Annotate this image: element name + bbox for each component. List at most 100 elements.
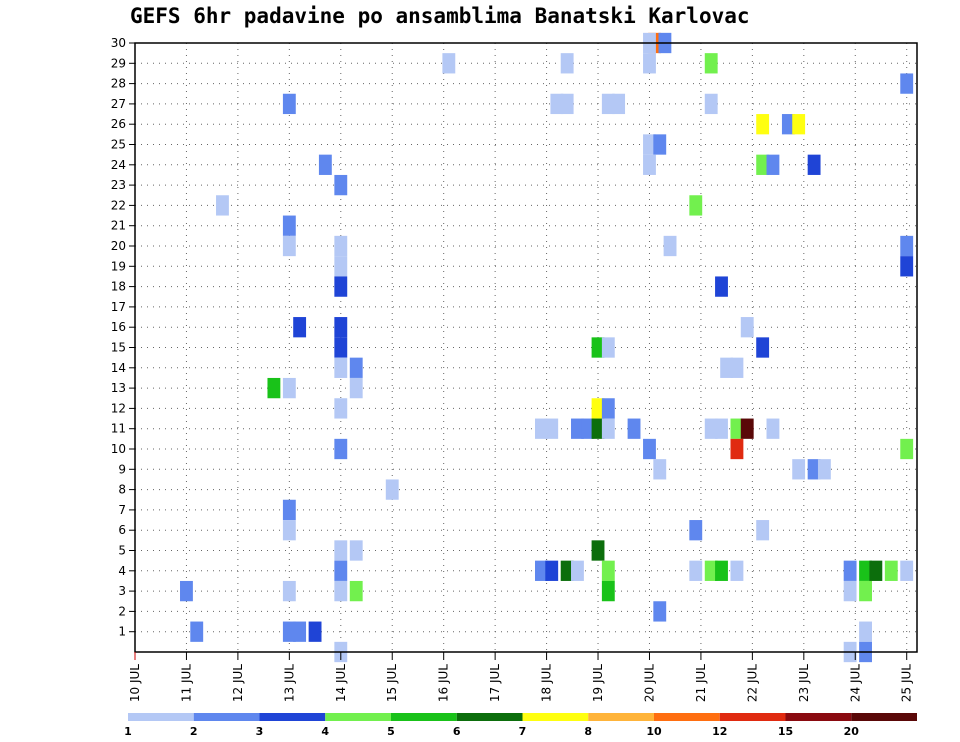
y-tick-label: 13 xyxy=(111,381,126,395)
precip-cell xyxy=(704,53,718,74)
precip-cell xyxy=(545,560,559,581)
x-tick-label: 12 JUL xyxy=(231,664,245,702)
precip-cell xyxy=(869,560,883,581)
precip-cell xyxy=(560,560,574,581)
precip-cell xyxy=(334,276,348,297)
precip-cell xyxy=(884,560,898,581)
precip-cell xyxy=(807,459,821,480)
precip-cell xyxy=(282,621,296,642)
y-tick-label: 21 xyxy=(111,219,126,233)
y-tick-label: 8 xyxy=(118,483,126,497)
precip-cell xyxy=(730,438,744,460)
x-tick-label: 19 JUL xyxy=(591,664,605,702)
x-tick-label: 23 JUL xyxy=(797,664,811,702)
precip-cell xyxy=(349,580,363,602)
precip-cell xyxy=(900,73,914,94)
x-tick-label: 22 JUL xyxy=(745,664,759,702)
y-tick-label: 25 xyxy=(111,138,126,152)
y-tick-label: 11 xyxy=(111,422,126,436)
precip-cell xyxy=(843,580,857,602)
y-tick-label: 23 xyxy=(111,178,126,192)
precip-cell xyxy=(653,134,667,155)
precip-cell xyxy=(581,418,595,439)
legend-swatch xyxy=(588,713,654,721)
precip-cell xyxy=(535,560,548,581)
precip-cell xyxy=(282,215,296,236)
precip-cell xyxy=(859,621,872,642)
precip-cell xyxy=(643,154,656,175)
y-tick-label: 20 xyxy=(111,239,126,253)
precip-cell xyxy=(293,317,307,338)
precip-cell xyxy=(601,398,615,419)
precip-cell xyxy=(601,418,615,439)
y-tick-label: 14 xyxy=(111,361,126,375)
precip-cell xyxy=(601,93,615,115)
y-tick-label: 2 xyxy=(118,604,126,618)
precip-cell xyxy=(349,357,363,378)
precip-cell xyxy=(334,580,348,602)
y-tick-label: 18 xyxy=(111,280,126,294)
precip-cell xyxy=(349,377,363,399)
y-tick-label: 15 xyxy=(111,341,126,355)
precip-cell xyxy=(334,398,348,419)
precip-cell xyxy=(715,418,728,439)
precip-cell xyxy=(689,520,703,541)
precip-cell xyxy=(859,560,872,581)
legend-label: 2 xyxy=(190,725,198,738)
y-tick-label: 16 xyxy=(111,320,126,334)
precip-cell xyxy=(560,53,574,74)
precip-cell xyxy=(601,580,615,602)
y-tick-label: 1 xyxy=(118,625,126,639)
precip-cell xyxy=(571,560,584,581)
precip-cell xyxy=(756,520,770,541)
x-axis: 10 JUL 11 JUL 12 JUL 13 JUL 14 JUL 15 JUL 16 J… xyxy=(128,652,914,702)
precip-cell xyxy=(643,438,656,460)
y-tick-label: 22 xyxy=(111,198,126,212)
x-tick-label: 15 JUL xyxy=(385,664,399,702)
precip-cell xyxy=(190,621,204,642)
precip-cell xyxy=(601,337,615,358)
precip-cell xyxy=(560,93,574,115)
y-tick-label: 27 xyxy=(111,97,126,111)
precip-cell xyxy=(792,459,806,480)
legend-label: 4 xyxy=(321,725,329,738)
precip-cell xyxy=(442,53,456,74)
precip-cell xyxy=(781,114,795,135)
y-tick-label: 3 xyxy=(118,584,126,598)
x-tick-label: 17 JUL xyxy=(488,664,502,702)
precip-cell xyxy=(730,560,744,581)
y-tick-label: 29 xyxy=(111,56,126,70)
precip-cell xyxy=(663,235,677,257)
legend-label: 7 xyxy=(519,725,527,738)
precip-cell xyxy=(740,418,754,439)
precip-cell xyxy=(318,154,332,175)
legend-label: 15 xyxy=(778,725,793,738)
precip-cell xyxy=(282,93,296,115)
legend-swatch xyxy=(719,713,786,721)
y-tick-label: 30 xyxy=(111,36,126,50)
legend-swatch xyxy=(785,713,852,721)
legend-swatch xyxy=(259,713,326,721)
y-tick-label: 10 xyxy=(111,442,126,456)
x-tick-label: 25 JUL xyxy=(900,664,914,702)
precip-cell xyxy=(643,53,656,74)
precip-cell xyxy=(334,540,348,561)
y-tick-label: 12 xyxy=(111,401,126,415)
precip-cell xyxy=(282,377,296,399)
legend-label: 1 xyxy=(124,725,132,738)
legend-label: 8 xyxy=(584,725,592,738)
legend-label: 3 xyxy=(256,725,264,738)
precip-cell xyxy=(766,154,780,175)
y-tick-label: 17 xyxy=(111,300,126,314)
y-tick-label: 19 xyxy=(111,259,126,273)
precip-cell xyxy=(349,540,363,561)
precip-cell xyxy=(601,560,615,581)
legend-swatch xyxy=(325,713,391,721)
precip-cell xyxy=(535,418,548,439)
legend-swatch xyxy=(456,713,523,721)
x-tick-label: 20 JUL xyxy=(642,664,656,702)
precip-cell xyxy=(334,337,348,358)
x-tick-label: 10 JUL xyxy=(128,664,142,702)
x-tick-label: 21 JUL xyxy=(694,664,708,702)
